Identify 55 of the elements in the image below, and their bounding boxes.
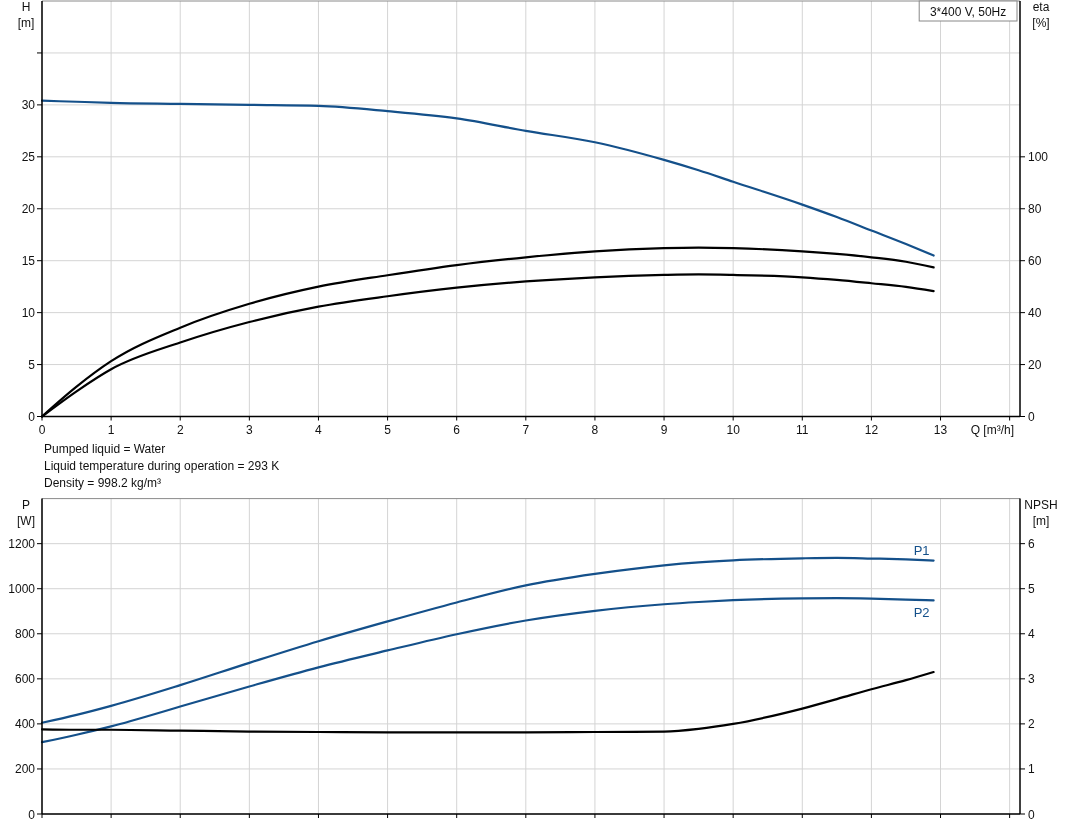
y2-tick-label: 0: [1028, 807, 1035, 822]
y-tick-label: 25: [21, 150, 36, 165]
x-tick-label: 12: [864, 423, 879, 437]
series-label: P1: [913, 542, 930, 558]
y-tick-label: 15: [21, 254, 36, 269]
x-tick-label: 8: [591, 423, 599, 437]
y-tick-label: 400: [14, 717, 36, 732]
y-tick-label: 5: [28, 358, 36, 373]
y2-tick-label: 80: [1028, 202, 1042, 217]
line-series: [40, 99, 935, 257]
y-axis-title: H [m]: [17, 0, 35, 30]
y2-tick-label: 6: [1028, 537, 1035, 552]
x-tick-label: 3: [246, 423, 254, 437]
x-tick-label: 4: [315, 423, 323, 437]
y2-tick-label: 60: [1028, 254, 1042, 269]
y-tick-label: 1000: [8, 582, 36, 597]
y2-axis-title: eta [%]: [1032, 0, 1050, 30]
y2-tick-label: 2: [1028, 717, 1035, 732]
x-tick-label: 9: [660, 423, 668, 437]
y-tick-label: 800: [14, 627, 36, 642]
y2-tick-label: 4: [1028, 627, 1035, 642]
y-tick-label: 0: [28, 807, 36, 822]
y-tick-label: 0: [28, 410, 36, 424]
y2-tick-label: 20: [1028, 358, 1042, 373]
y2-tick-label: 1: [1028, 762, 1035, 777]
y2-tick-label: 5: [1028, 582, 1035, 597]
x-tick-label: 5: [384, 423, 392, 437]
x-tick-label: 6: [453, 423, 461, 437]
text: Density = 998.2 kg/m³: [44, 476, 162, 490]
x-tick-label: 11: [796, 423, 809, 437]
y-tick-label: 200: [14, 762, 36, 777]
series-label: P2: [913, 605, 930, 621]
line-series: [40, 556, 935, 724]
chart-title: 3*400 V, 50Hz: [929, 4, 1007, 19]
x-tick-label: 1: [107, 423, 115, 437]
x-axis-title: Q [m³/h]: [970, 423, 1014, 437]
y2-tick-label: 0: [1028, 410, 1035, 424]
x-tick-label: 2: [176, 423, 184, 437]
y-tick-label: 600: [14, 672, 36, 687]
y-tick-label: 10: [21, 306, 36, 321]
x-tick-label: 13: [933, 423, 948, 437]
y2-tick-label: 100: [1028, 150, 1049, 165]
y-tick-label: 1200: [8, 537, 36, 552]
y2-axis-title: NPSH [m]: [1024, 497, 1058, 528]
y2-tick-label: 3: [1028, 672, 1035, 687]
line-series: [40, 597, 935, 744]
y2-tick-label: 40: [1028, 306, 1042, 321]
y-tick-label: 30: [21, 98, 36, 113]
text: Liquid temperature during operation = 293 K: [44, 459, 280, 473]
x-tick-label: 7: [522, 423, 530, 437]
y-axis-title: P [W]: [17, 497, 35, 528]
text: Pumped liquid = Water: [44, 442, 166, 456]
x-tick-label: 0: [38, 423, 46, 437]
x-tick-label: 10: [726, 423, 741, 437]
y-tick-label: 20: [21, 202, 36, 217]
